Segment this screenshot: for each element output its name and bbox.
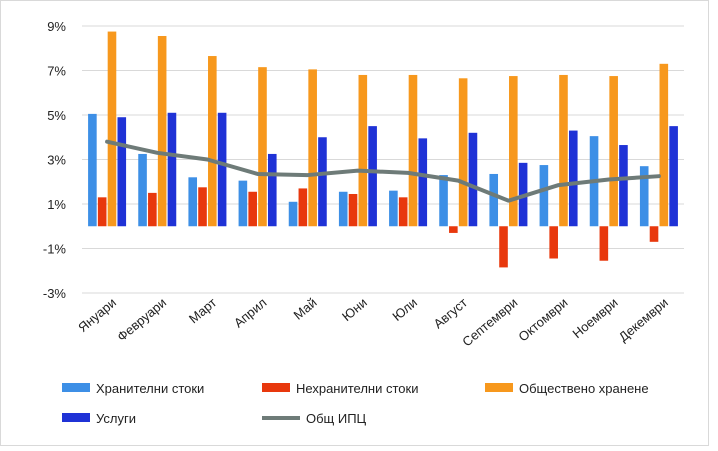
bar-хранителни-стоки-11 [639,166,649,227]
bar-услуги-9 [568,130,578,227]
bar-нехранителни-стоки-11 [649,226,659,242]
bar-нехранителни-стоки-6 [398,197,408,227]
bar-нехранителни-стоки-9 [549,226,558,259]
bar-услуги-11 [669,126,678,227]
legend-label: Хранителни стоки [96,381,204,396]
bar-услуги-1 [167,112,177,227]
bar-нехранителни-стоки-4 [298,188,308,227]
bar-нехранителни-стоки-1 [148,192,157,227]
bar-хранителни-стоки-8 [489,173,499,227]
bar-хранителни-стоки-2 [188,177,198,227]
legend-label: Общ ИПЦ [306,411,367,426]
legend-swatch [62,383,90,392]
bar-нехранителни-стоки-3 [248,191,257,227]
bar-услуги-4 [318,137,327,227]
bar-обществено-хранене-9 [559,74,568,227]
legend-swatch [485,383,513,392]
bar-услуги-10 [619,145,628,227]
bar-обществено-хранене-8 [509,76,518,227]
bar-обществено-хранене-2 [208,56,217,227]
bar-хранителни-стоки-1 [138,153,147,227]
bar-услуги-2 [217,112,227,227]
bar-услуги-7 [468,132,478,227]
gridlines [82,25,684,294]
legend-label: Услуги [96,411,136,426]
bars [88,31,678,268]
y-axis-ticks: 9% 7% 5% 3% 1% -1% -3% [43,19,67,301]
legend-label: Нехранителни стоки [296,381,418,396]
bar-хранителни-стоки-3 [238,180,248,227]
bar-нехранителни-стоки-5 [348,193,358,227]
bar-нехранителни-стоки-8 [499,226,508,268]
bar-услуги-3 [267,153,277,227]
bar-обществено-хранене-4 [308,69,317,227]
bar-хранителни-стоки-7 [439,175,448,227]
legend-label: Обществено хранене [519,381,649,396]
bar-нехранителни-стоки-10 [599,226,609,261]
y-tick-label: 3% [47,153,66,168]
bar-обществено-хранене-5 [358,74,368,227]
bar-обществено-хранене-6 [408,74,418,227]
y-tick-label: 1% [47,197,66,212]
bar-услуги-6 [418,138,428,227]
bar-услуги-0 [117,117,127,227]
y-tick-label: 9% [47,19,66,34]
bar-хранителни-стоки-0 [88,113,97,227]
bar-обществено-хранене-11 [659,63,669,227]
bar-нехранителни-стоки-7 [449,226,458,233]
y-tick-label: 7% [47,64,66,79]
cpi-line [105,139,661,203]
bar-услуги-5 [368,126,377,227]
y-tick-label: -1% [43,242,67,257]
bar-обществено-хранене-7 [458,78,468,227]
bar-обществено-хранене-1 [157,36,167,227]
bar-нехранителни-стоки-0 [97,197,107,227]
line-общ-ипц [105,139,661,203]
bar-обществено-хранене-3 [258,67,267,227]
bar-обществено-хранене-0 [107,31,117,227]
bar-хранителни-стоки-9 [539,165,549,227]
bar-нехранителни-стоки-2 [198,187,207,227]
bar-хранителни-стоки-6 [389,190,398,227]
y-tick-label: -3% [43,286,67,301]
legend: Хранителни стоки Нехранителни стоки Общест… [62,381,649,426]
bar-обществено-хранене-10 [609,76,618,227]
legend-swatch [262,383,290,392]
legend-swatch [62,413,90,422]
bar-хранителни-стоки-5 [338,191,348,227]
y-tick-label: 5% [47,108,66,123]
bar-хранителни-стоки-4 [288,201,298,227]
